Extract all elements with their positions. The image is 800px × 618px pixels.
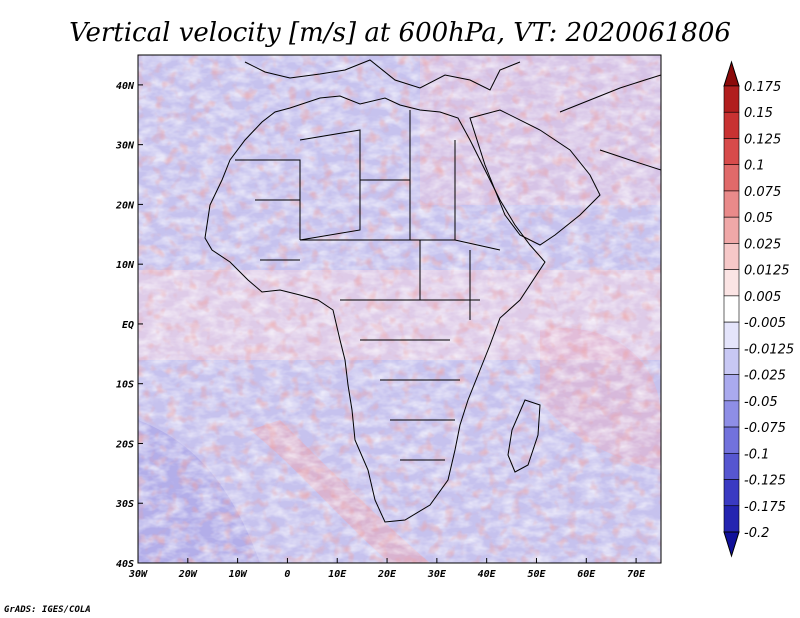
colorbar: 0.175 0.15 0.125 0.1 0.075 0.05 0.025 0.0125 0.0… <box>723 60 794 558</box>
map-frame <box>137 54 662 564</box>
colorbar-segment <box>723 321 740 349</box>
colorbar-label: 0.0125 <box>744 264 790 279</box>
lat-tick-label: 30N <box>115 141 135 152</box>
colorbar-segment <box>723 269 740 297</box>
colorbar-segment <box>723 111 740 139</box>
lon-tick-label: 40E <box>478 569 497 580</box>
field-red-patches <box>138 55 661 563</box>
lon-tick-label: 50E <box>527 569 546 580</box>
colorbar-segment <box>723 374 740 402</box>
lat-tick-label: 10N <box>116 260 135 271</box>
colorbar-label: -0.0125 <box>744 342 794 357</box>
madagascar-coastline <box>507 399 541 473</box>
lon-tick-label: 20W <box>178 569 198 580</box>
colorbar-label: 0.05 <box>744 211 773 226</box>
colorbar-min-arrow <box>723 531 740 558</box>
colorbar-label: -0.005 <box>744 316 786 331</box>
country-borders <box>204 59 661 523</box>
colorbar-segment <box>723 505 740 533</box>
colorbar-segment <box>723 243 740 270</box>
colorbar-label: -0.125 <box>744 474 786 489</box>
lon-tick-label: 70E <box>627 569 646 580</box>
colorbar-label: 0.1 <box>744 159 765 174</box>
colorbar-segment <box>723 85 740 113</box>
lon-tick-label: 60E <box>577 569 596 580</box>
colorbar-segment <box>723 400 740 428</box>
colorbar-label: -0.025 <box>744 369 786 384</box>
internal-borders <box>235 110 501 461</box>
lon-tick-label: 30E <box>427 569 447 580</box>
lon-tick-label: 10W <box>229 569 248 580</box>
colorbar-segment <box>723 164 740 192</box>
figure-title: Vertical velocity [m/s] at 600hPa, VT: 2… <box>69 18 731 48</box>
lat-tick-label: 30S <box>115 499 134 510</box>
arabia-coastline <box>469 109 601 246</box>
colorbar-segment <box>723 426 740 454</box>
lon-tick-label: 10E <box>328 569 347 580</box>
colorbar-label: -0.1 <box>744 447 769 462</box>
africa-coastline <box>204 95 546 523</box>
colorbar-label: 0.075 <box>744 185 781 200</box>
colorbar-segment <box>723 216 740 244</box>
lat-tick-label: 40N <box>116 81 135 92</box>
colorbar-label: -0.2 <box>744 526 769 541</box>
colorbar-label: -0.05 <box>744 395 778 410</box>
colorbar-label: -0.175 <box>744 500 786 515</box>
longitude-axis: 30W 20W 10W 0 10E 20E 30E 40E 50E 60E 70E <box>128 558 646 580</box>
europe-coastline <box>244 59 521 91</box>
lat-tick-label: 20S <box>115 439 134 450</box>
lon-tick-label: 0 <box>284 569 290 580</box>
colorbar-label: 0.005 <box>744 290 781 305</box>
colorbar-segment <box>723 138 740 166</box>
colorbar-label: -0.075 <box>744 421 786 436</box>
colorbar-label: 0.025 <box>744 237 781 252</box>
lat-tick-label: 40S <box>116 559 134 570</box>
colorbar-segment <box>723 479 740 507</box>
colorbar-segment <box>723 452 740 480</box>
lat-tick-label: EQ <box>122 320 134 331</box>
asia-coastline <box>559 74 661 171</box>
colorbar-max-arrow <box>723 60 740 87</box>
colorbar-segment <box>723 348 740 375</box>
lat-tick-label: 10S <box>116 380 134 391</box>
colorbar-label: 0.125 <box>744 132 781 147</box>
grads-credit: GrADS: IGES/COLA <box>4 605 91 615</box>
latitude-axis: 40N 30N 20N 10N EQ 10S 20S 30S 40S <box>115 81 143 570</box>
lon-tick-label: 20E <box>377 569 397 580</box>
map-panel <box>138 55 661 563</box>
lat-tick-label: 20N <box>115 200 135 211</box>
colorbar-segment <box>723 190 740 218</box>
colorbar-label: 0.175 <box>744 80 781 95</box>
colorbar-label: 0.15 <box>744 106 773 121</box>
lon-tick-label: 30W <box>128 569 148 580</box>
colorbar-segment <box>723 295 740 323</box>
